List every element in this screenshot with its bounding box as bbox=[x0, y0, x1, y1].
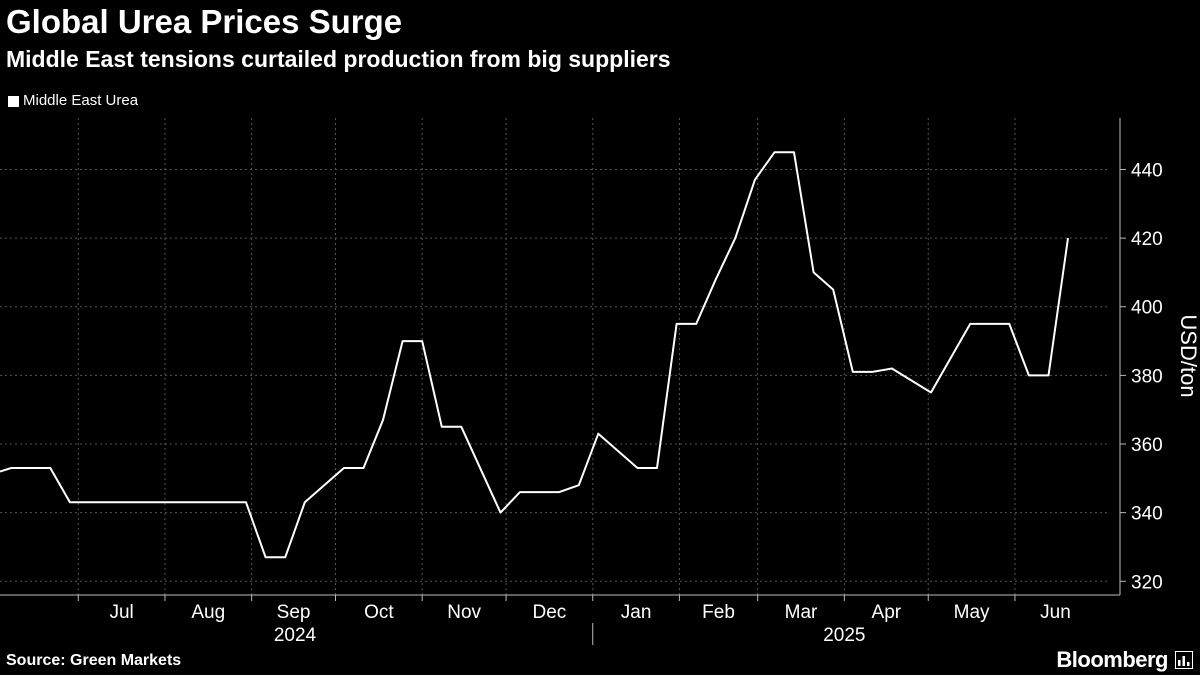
axes bbox=[0, 118, 1126, 645]
x-tick-label: Jan bbox=[621, 602, 652, 623]
year-label: 2025 bbox=[823, 625, 865, 646]
brand-wordmark: Bloomberg bbox=[1056, 647, 1168, 672]
chart-subtitle: Middle East tensions curtailed productio… bbox=[6, 46, 671, 72]
x-tick-label: Apr bbox=[872, 602, 902, 623]
legend-swatch bbox=[8, 95, 19, 107]
x-tick-label: Oct bbox=[364, 602, 394, 623]
legend: Middle East Urea bbox=[8, 91, 138, 111]
series-lines bbox=[0, 151, 1069, 559]
y-tick-label: 400 bbox=[1131, 298, 1163, 319]
x-tick-label: Nov bbox=[447, 602, 481, 623]
grid-lines bbox=[0, 118, 1110, 595]
x-tick-label: May bbox=[954, 602, 990, 623]
tick-labels: 320 340 360 380 400 420 440 Jul Aug Sep Oct Nov Dec J… bbox=[109, 160, 1162, 646]
year-label: 2024 bbox=[274, 625, 317, 646]
y-tick-label: 420 bbox=[1131, 229, 1163, 250]
y-tick-label: 360 bbox=[1131, 435, 1163, 456]
y-tick-label: 440 bbox=[1131, 160, 1163, 181]
series-line bbox=[0, 151, 1069, 559]
x-tick-label: Sep bbox=[277, 602, 311, 623]
x-tick-label: Jun bbox=[1040, 602, 1071, 623]
y-tick-label: 320 bbox=[1131, 572, 1163, 593]
legend-label: Middle East Urea bbox=[23, 92, 139, 109]
source-note: Source: Green Markets bbox=[6, 652, 182, 669]
x-tick-label: Jul bbox=[109, 602, 133, 623]
y-tick-label: 380 bbox=[1131, 366, 1163, 387]
y-axis-title: USD/ton bbox=[1176, 314, 1200, 397]
x-tick-label: Mar bbox=[785, 602, 818, 623]
x-tick-label: Dec bbox=[532, 602, 566, 623]
bloomberg-chart-icon bbox=[1175, 651, 1193, 669]
x-tick-label: Feb bbox=[702, 602, 735, 623]
x-tick-label: Aug bbox=[191, 602, 225, 623]
y-tick-label: 340 bbox=[1131, 504, 1163, 525]
chart-title: Global Urea Prices Surge bbox=[6, 3, 403, 40]
